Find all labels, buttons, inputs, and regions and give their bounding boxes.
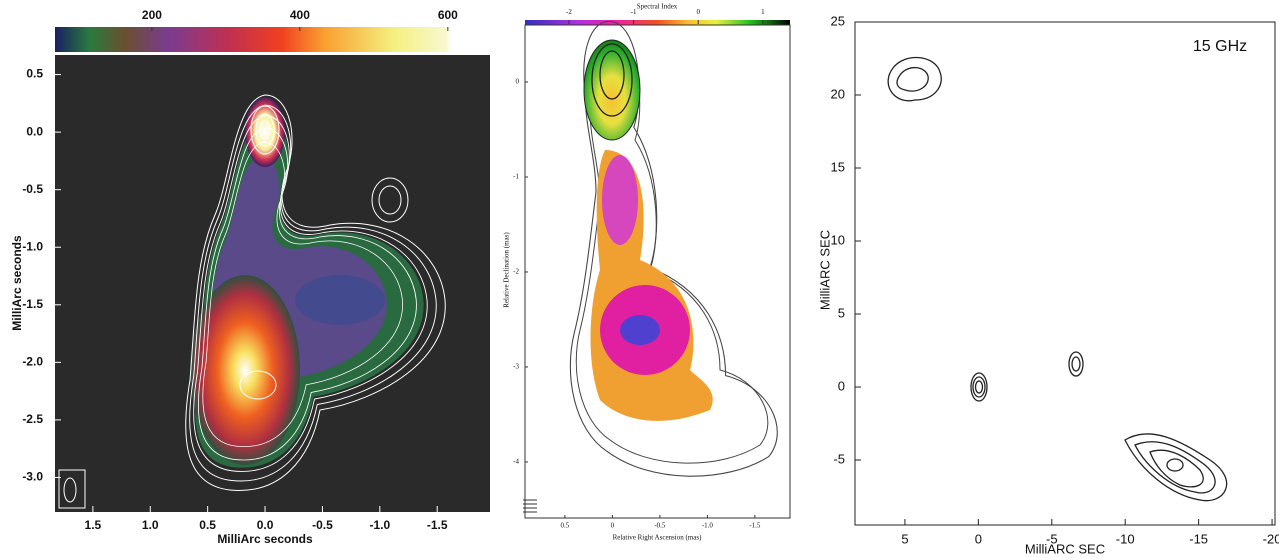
x-axis-label: Relative Right Ascension (mas)	[613, 534, 703, 542]
x-tick-label: -0.5	[312, 518, 333, 532]
plot-frame	[854, 21, 1276, 526]
x-tick-label: 0.0	[257, 518, 274, 532]
colorbar-title: Spectral Index	[637, 3, 678, 11]
x-tick-label: -10	[1116, 531, 1135, 546]
x-axis-label: MilliArc seconds	[217, 532, 313, 546]
x-tick-label: -1.0	[369, 518, 390, 532]
colorbar-tick-label: -1	[631, 8, 637, 16]
y-tick-label: 0.0	[26, 124, 43, 138]
y-tick-label: -4	[513, 458, 519, 466]
y-tick-label: -2	[513, 268, 519, 276]
y-tick-label: -2.5	[22, 412, 43, 426]
y-tick-label: -2.0	[22, 355, 43, 369]
x-tick-label: -15	[1189, 531, 1208, 546]
intensity-map	[58, 94, 446, 509]
x-tick-label: -0.5	[654, 522, 666, 530]
x-tick-label: -1.0	[702, 522, 714, 530]
contour-map	[887, 56, 1228, 502]
colorbar-tick-label: 600	[438, 8, 458, 22]
x-tick-label: 0	[611, 522, 615, 530]
colorbar	[55, 27, 490, 52]
panel-1: 1.5 1.0 0.5 0.0 -0.5 -1.0 -1.5 0.5 0.0 -0.5 -1.0 -1…	[10, 8, 490, 546]
y-axis-label: MilliARC SEC	[817, 230, 832, 310]
y-tick-label: -3	[513, 363, 519, 371]
x-tick-label: 1.0	[142, 518, 159, 532]
x-tick-label: -20	[1263, 531, 1279, 546]
y-tick-label: 5	[838, 305, 845, 320]
y-tick-label: -3.0	[22, 470, 43, 484]
y-tick-label: -5	[833, 451, 845, 466]
x-tick-label: -5	[1046, 531, 1058, 546]
x-tick-label: -1.5	[427, 518, 448, 532]
colorbar-tick-label: 1	[761, 8, 765, 16]
annotation: 15 GHz	[1193, 38, 1247, 55]
panel-2: 0.5 0 -0.5 -1.0 -1.5 0 -1 -2 -3 -4 Relative Right …	[503, 3, 791, 542]
y-tick-label: 15	[831, 159, 845, 174]
colorbar	[525, 20, 790, 25]
y-tick-label: 10	[831, 232, 845, 247]
x-tick-label: 0	[975, 531, 982, 546]
colorbar-tick-label: 0	[696, 8, 700, 16]
x-tick-label: -1.5	[749, 522, 761, 530]
y-tick-label: -0.5	[22, 182, 43, 196]
spectral-index-map	[523, 20, 778, 513]
x-axis-label: MilliARC SEC	[1025, 541, 1105, 556]
x-tick-label: 0.5	[199, 518, 216, 532]
y-axis-label: MilliArc seconds	[10, 235, 24, 331]
y-axis-label: Relative Declination (mas)	[503, 232, 511, 308]
x-tick-label: 1.5	[85, 518, 102, 532]
colorbar-tick-label: 400	[290, 8, 310, 22]
y-tick-label: 25	[831, 13, 845, 28]
y-tick-label: 0	[838, 378, 845, 393]
y-tick-label: -1.5	[22, 297, 43, 311]
y-tick-label: -1.0	[22, 239, 43, 253]
y-tick-label: 0	[516, 78, 520, 86]
colorbar-tick-label: 200	[142, 8, 162, 22]
y-tick-label: -1	[513, 173, 519, 181]
colorbar-tick-label: -2	[566, 8, 572, 16]
x-tick-label: 0.5	[561, 522, 570, 530]
y-tick-label: 0.5	[26, 67, 43, 81]
x-tick-label: 5	[901, 531, 908, 546]
y-tick-label: 20	[831, 86, 845, 101]
